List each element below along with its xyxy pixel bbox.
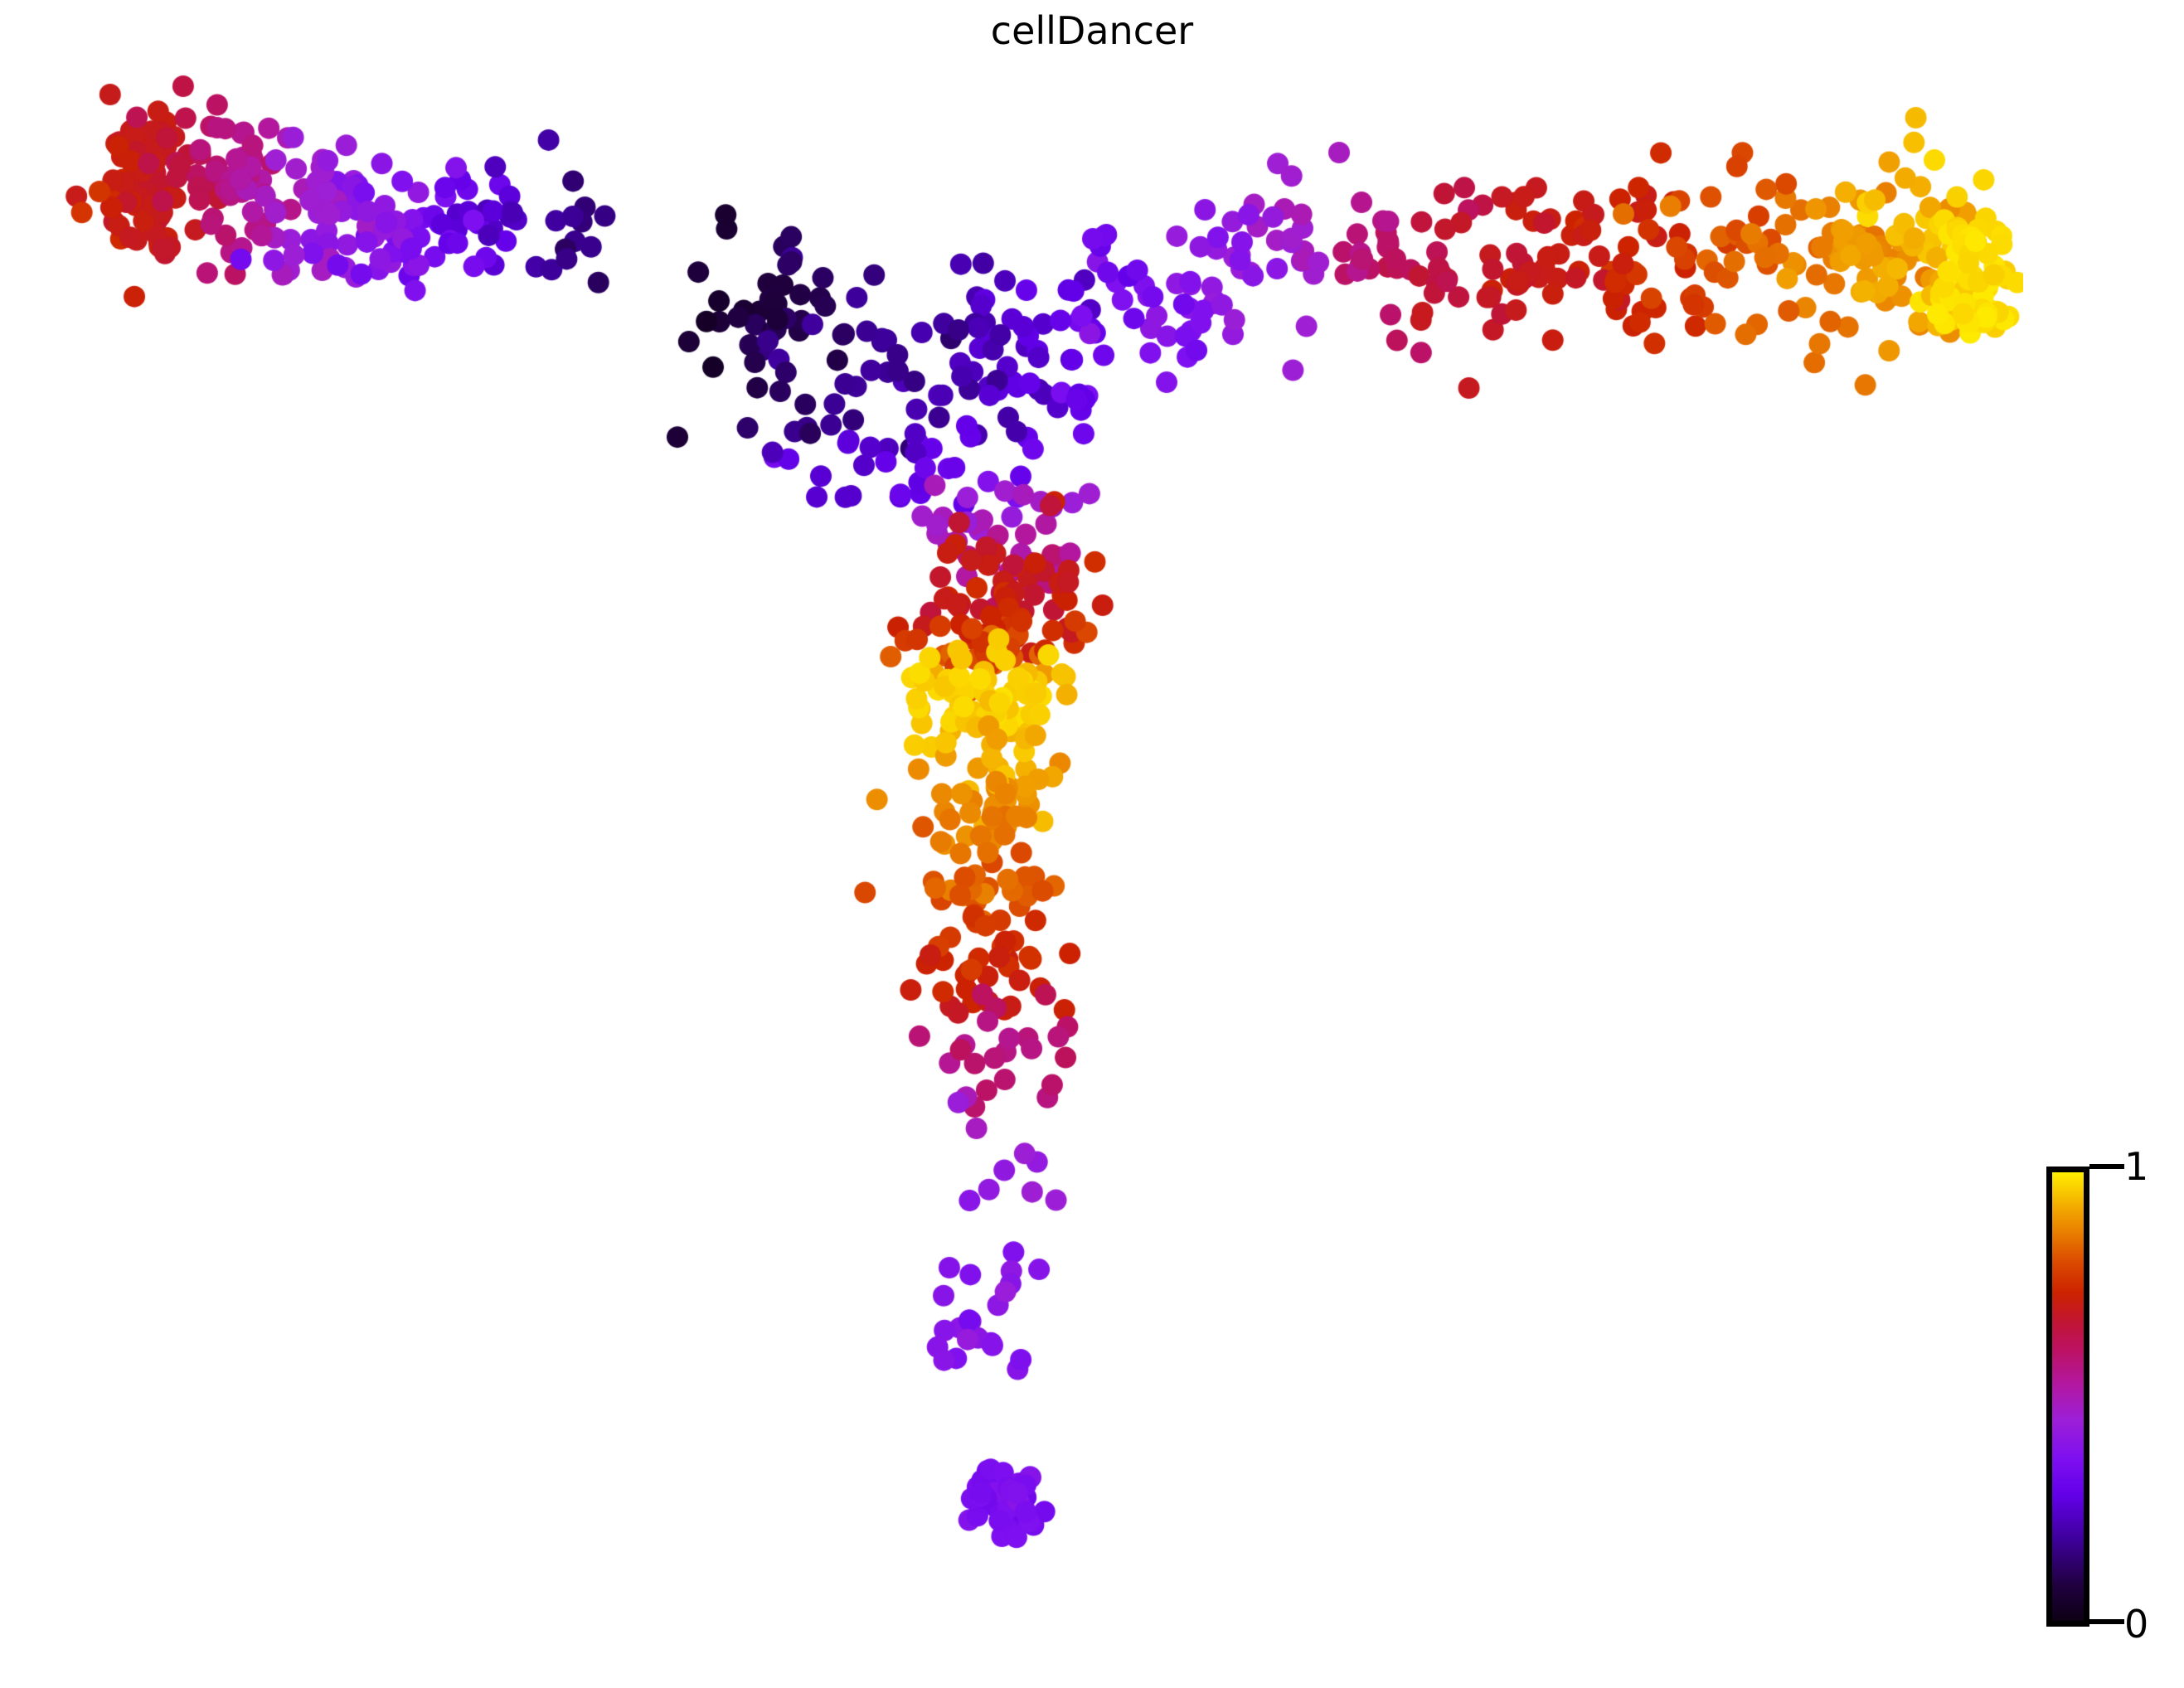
- colorbar-tick-max: [2089, 1164, 2124, 1169]
- scatter-points-canvas: [0, 58, 2023, 1633]
- colorbar-tick-min: [2089, 1619, 2124, 1624]
- colorbar-gradient: [2052, 1172, 2084, 1621]
- colorbar-label-max: 1: [2124, 1144, 2149, 1189]
- colorbar-label-min: 0: [2124, 1602, 2149, 1647]
- scatter-plot-axes: [0, 58, 2023, 1633]
- page-title: cellDancer: [990, 8, 1194, 53]
- colorbar-bar[interactable]: [2046, 1167, 2089, 1627]
- pseudotime-colorbar[interactable]: 1 0: [2041, 1144, 2182, 1647]
